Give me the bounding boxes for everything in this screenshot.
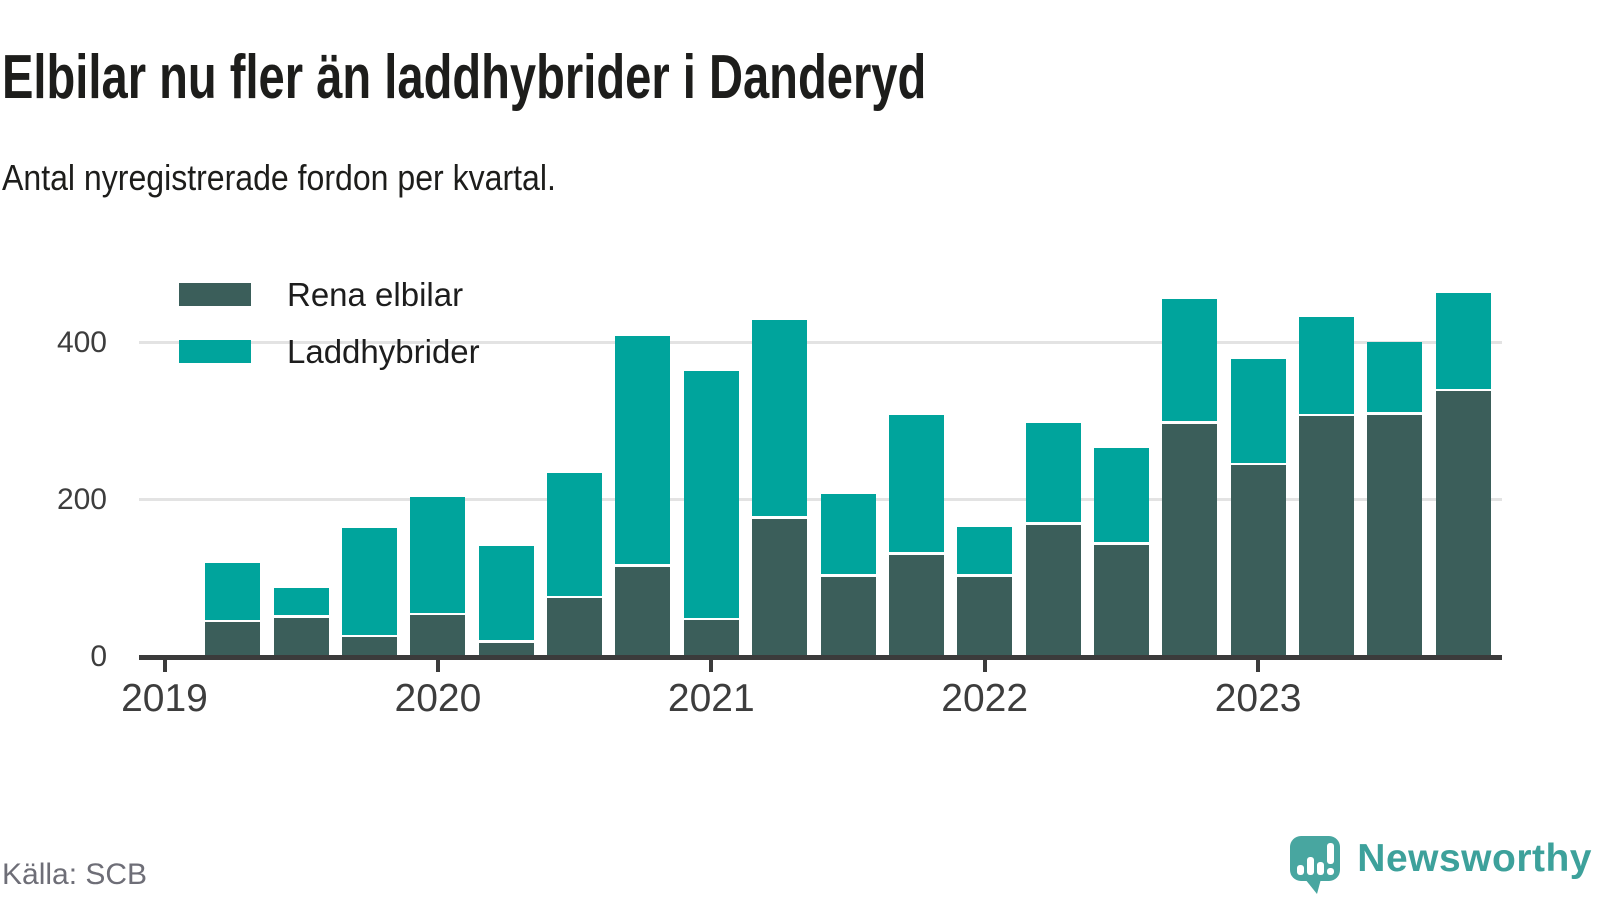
bar-segment-rena-elbilar xyxy=(1298,416,1354,657)
y-axis-label: 200 xyxy=(56,482,107,516)
legend-label: Laddhybrider xyxy=(287,332,480,370)
bar-segment-rena-elbilar xyxy=(957,576,1013,657)
logo-exclamation-dot-icon xyxy=(1327,868,1335,875)
brand-name: Newsworthy xyxy=(1357,836,1592,880)
bar-segment-laddhybrider xyxy=(547,473,603,596)
bar-segment-laddhybrider xyxy=(888,414,944,553)
bar-segment-laddhybrider xyxy=(615,335,671,565)
bar-segment-laddhybrider xyxy=(957,527,1013,575)
bar-segment-rena-elbilar xyxy=(1367,414,1423,657)
page-subtitle: Antal nyregistrerade fordon per kvartal. xyxy=(2,157,556,198)
bar-segment-rena-elbilar xyxy=(1162,423,1218,657)
x-axis-label: 2019 xyxy=(121,677,208,720)
x-axis-label: 2020 xyxy=(394,677,482,720)
bar-segment-laddhybrider xyxy=(683,370,739,618)
bar-segment-rena-elbilar xyxy=(683,620,739,657)
bar-segment-laddhybrider xyxy=(342,528,398,635)
bar-segment-rena-elbilar xyxy=(1230,465,1286,657)
bar-segment-rena-elbilar xyxy=(273,617,329,657)
logo-bar-icon xyxy=(1297,865,1305,875)
source-note: Källa: SCB xyxy=(2,858,148,891)
bar-segment-laddhybrider xyxy=(752,319,808,517)
legend-swatch xyxy=(179,340,251,363)
logo-bar-icon xyxy=(1317,862,1325,875)
bar-segment-rena-elbilar xyxy=(820,576,876,657)
newsworthy-branding: Newsworthy xyxy=(1290,836,1592,894)
y-axis-label: 0 xyxy=(90,640,107,673)
x-axis-tick xyxy=(709,660,714,672)
gridline-y400 xyxy=(139,341,1502,345)
bar-segment-rena-elbilar xyxy=(615,566,671,657)
bar-segment-rena-elbilar xyxy=(478,642,534,657)
x-axis-line xyxy=(139,655,1502,660)
bar-segment-laddhybrider xyxy=(1230,359,1286,463)
bar-segment-laddhybrider xyxy=(205,562,261,620)
bar-segment-laddhybrider xyxy=(1435,293,1491,389)
bar-segment-laddhybrider xyxy=(1162,298,1218,422)
bar-segment-rena-elbilar xyxy=(205,622,261,657)
bar-segment-laddhybrider xyxy=(1367,341,1423,413)
x-axis-tick xyxy=(1256,660,1261,672)
y-axis-label: 400 xyxy=(56,325,107,359)
newsworthy-logo-icon xyxy=(1290,836,1341,894)
x-axis-tick xyxy=(435,660,440,672)
bar-segment-laddhybrider xyxy=(410,496,466,613)
bar-segment-rena-elbilar xyxy=(547,598,603,657)
chart-legend: Rena elbilar Laddhybrider xyxy=(179,266,480,380)
legend-label: Rena elbilar xyxy=(287,275,464,313)
bar-segment-laddhybrider xyxy=(1025,422,1081,523)
x-axis-label: 2022 xyxy=(941,677,1029,720)
legend-swatch xyxy=(179,283,251,306)
x-axis-label: 2023 xyxy=(1214,677,1302,720)
bar-segment-laddhybrider xyxy=(273,587,329,616)
bar-segment-laddhybrider xyxy=(478,546,534,641)
bar-segment-rena-elbilar xyxy=(410,615,466,657)
bar-segment-rena-elbilar xyxy=(1093,544,1149,657)
page-title: Elbilar nu fler än laddhybrider i Dander… xyxy=(2,42,927,112)
x-axis-label: 2021 xyxy=(667,677,755,720)
bar-segment-rena-elbilar xyxy=(888,554,944,657)
x-axis-tick xyxy=(982,660,987,672)
bar-segment-rena-elbilar xyxy=(1025,524,1081,657)
bar-segment-rena-elbilar xyxy=(752,518,808,657)
bar-segment-laddhybrider xyxy=(1298,317,1354,414)
x-axis-tick xyxy=(162,660,167,672)
bar-segment-laddhybrider xyxy=(1093,447,1149,543)
bar-segment-rena-elbilar xyxy=(342,637,398,657)
legend-item: Rena elbilar xyxy=(179,266,480,323)
logo-bar-icon xyxy=(1307,857,1315,875)
bar-segment-laddhybrider xyxy=(820,493,876,575)
legend-item: Laddhybrider xyxy=(179,323,480,380)
logo-exclamation-icon xyxy=(1327,843,1335,864)
bar-segment-rena-elbilar xyxy=(1435,391,1491,657)
